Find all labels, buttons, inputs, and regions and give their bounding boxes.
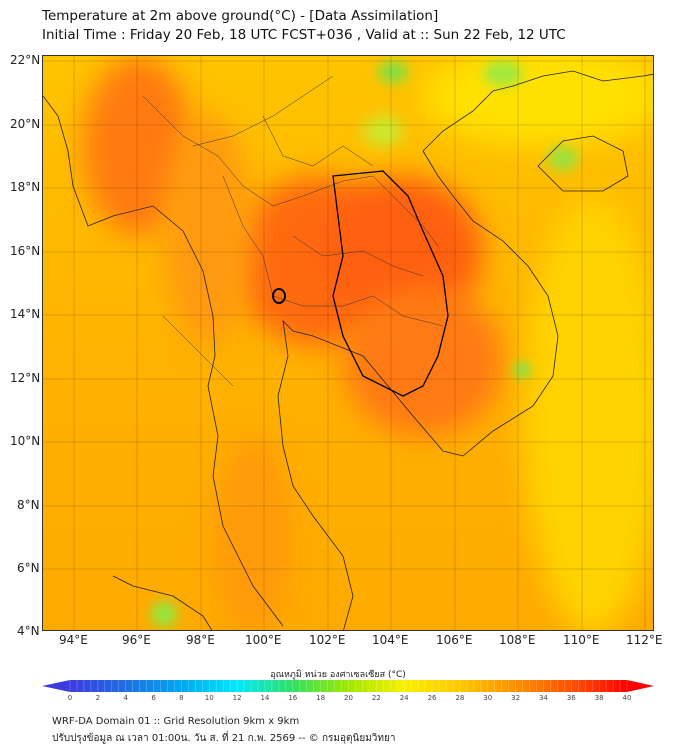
lon-label: 104°E — [372, 633, 409, 647]
colorbar-tick-label: 36 — [566, 694, 576, 702]
colorbar-tick-label: 16 — [288, 694, 298, 702]
colorbar-tick-label: 38 — [594, 694, 604, 702]
lat-label: 4°N — [17, 624, 40, 638]
colorbar-min-arrow — [42, 680, 70, 692]
graticule — [43, 56, 653, 630]
lat-label: 6°N — [17, 561, 40, 575]
cool-region-south-china — [423, 56, 653, 146]
lat-label: 16°N — [10, 244, 41, 258]
heat-region-west — [163, 116, 253, 346]
heat-region-cambodia — [343, 286, 503, 436]
lon-label: 100°E — [245, 633, 282, 647]
coastlines — [43, 70, 653, 630]
colorbar-tick-label: 6 — [151, 694, 156, 702]
cool-spot — [513, 361, 531, 379]
cool-spot — [548, 146, 578, 171]
colorbar-max-arrow — [627, 680, 654, 692]
lat-label: 8°N — [17, 498, 40, 512]
cool-spot — [151, 601, 177, 627]
colorbar-tick-label: 24 — [399, 694, 409, 702]
lon-label: 102°E — [309, 633, 346, 647]
bangkok-outline — [272, 288, 286, 304]
lat-label: 18°N — [10, 180, 41, 194]
colorbar-tick-label: 30 — [483, 694, 493, 702]
colorbar-tick-label: 10 — [204, 694, 214, 702]
colorbar-tick-label: 2 — [95, 694, 101, 702]
colorbar-tick-label: 20 — [344, 694, 353, 702]
lat-label: 20°N — [10, 117, 41, 131]
colorbar-tick-label: 40 — [622, 694, 632, 702]
colorbar — [42, 680, 654, 692]
colorbar-tick-label: 12 — [232, 694, 242, 702]
footer-model-info: WRF-DA Domain 01 :: Grid Resolution 9km … — [52, 716, 300, 727]
colorbar-tick-label: 32 — [511, 694, 521, 702]
lon-label: 96°E — [122, 633, 151, 647]
lat-label: 22°N — [10, 53, 41, 67]
lon-label: 106°E — [436, 633, 473, 647]
map-overlay — [43, 56, 653, 630]
highlighted-region-border — [332, 170, 449, 397]
chart-subtitle: Initial Time : Friday 20 Feb, 18 UTC FCS… — [42, 27, 566, 43]
lon-label: 110°E — [563, 633, 600, 647]
colorbar-title: อุณหภูมิ หน่วย องศาเซลเซียส (°C) — [270, 670, 406, 680]
colorbar-tick-label: 26 — [427, 694, 437, 702]
footer-update-info: ปรับปรุงข้อมูล ณ เวลา 01:00น. วัน ส. ที่… — [52, 733, 396, 744]
colorbar-tick-label: 22 — [371, 694, 381, 702]
cool-region-sea — [523, 196, 653, 630]
colorbar-tick-label: 34 — [538, 694, 548, 702]
cool-spot — [378, 61, 408, 83]
chart-title: Temperature at 2m above ground(°C) - [Da… — [42, 8, 439, 24]
cool-spot — [483, 61, 523, 86]
lat-label: 10°N — [10, 434, 41, 448]
colorbar-tick-label: 0 — [67, 694, 73, 702]
lon-label: 98°E — [186, 633, 215, 647]
temperature-map — [42, 55, 654, 631]
cool-spot — [363, 116, 403, 146]
lat-label: 14°N — [10, 307, 41, 321]
lon-label: 112°E — [626, 633, 663, 647]
colorbar-tick-label: 28 — [455, 694, 465, 702]
colorbar-gradient — [70, 680, 627, 692]
lat-label: 12°N — [10, 371, 41, 385]
colorbar-tick-label: 4 — [123, 694, 128, 702]
colorbar-tick-label: 18 — [316, 694, 326, 702]
lon-label: 94°E — [59, 633, 88, 647]
lon-label: 108°E — [499, 633, 536, 647]
provincial-borders — [142, 75, 444, 387]
colorbar-tick-label: 8 — [179, 694, 184, 702]
colorbar-tick-label: 14 — [260, 694, 270, 702]
